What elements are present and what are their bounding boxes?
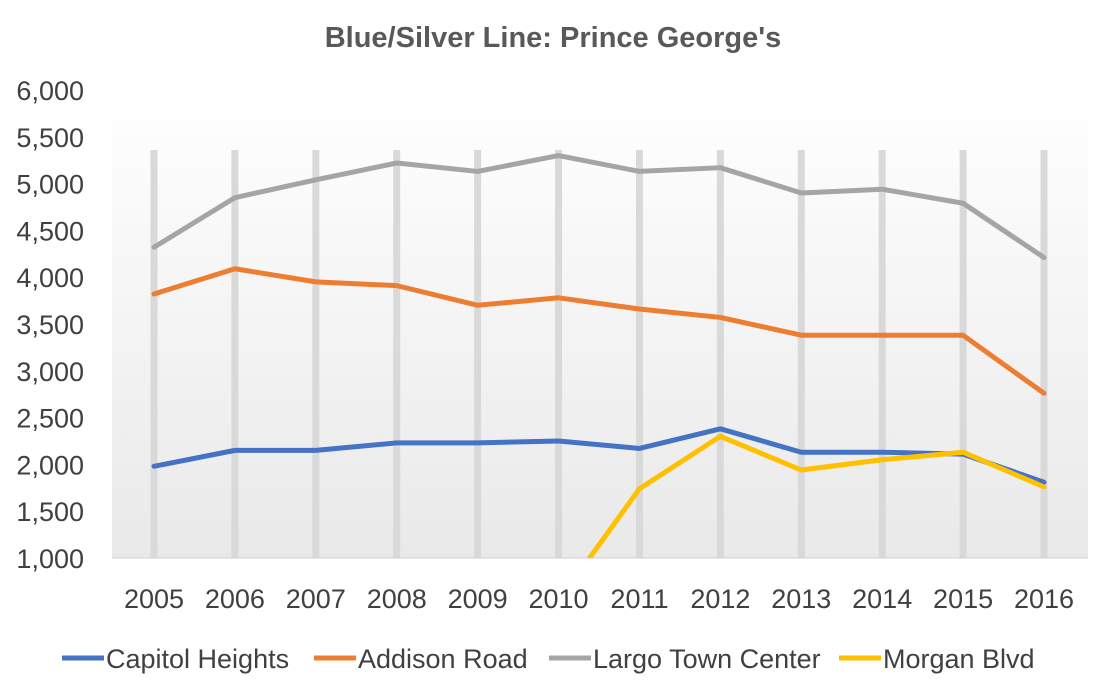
x-tick-label: 2010 [529,584,589,614]
series-line-morgan-blvd [586,433,1047,558]
series-line-capitol-heights [151,426,1047,485]
x-tick-label: 2012 [690,584,750,614]
y-tick-label: 6,000 [16,76,84,106]
y-tick-label: 5,500 [16,123,84,153]
series-line-addison-road [151,266,1047,396]
x-tick-label: 2005 [124,584,184,614]
x-tick-label: 2014 [852,584,912,614]
legend-label: Largo Town Center [593,644,821,674]
x-tick-label: 2006 [205,584,265,614]
x-tick-label: 2008 [367,584,427,614]
x-tick-label: 2015 [933,584,993,614]
series-lines [151,153,1047,558]
legend: Capitol Heights Addison Road Largo Town Ce… [62,644,1035,674]
x-tick-label: 2011 [610,584,668,614]
y-axis-tick-labels: 1,000 1,500 2,000 2,500 3,000 3,500 4,000 4,500… [16,76,84,574]
y-tick-label: 5,000 [16,170,84,200]
x-tick-label: 2016 [1014,584,1074,614]
chart-title: Blue/Silver Line: Prince George's [325,22,782,54]
legend-label: Addison Road [358,644,528,674]
y-tick-label: 4,500 [16,216,84,246]
y-tick-label: 1,500 [16,497,84,527]
y-tick-label: 1,000 [16,544,84,574]
y-tick-label: 2,000 [16,450,84,480]
y-tick-label: 3,500 [16,310,84,340]
x-tick-label: 2009 [448,584,508,614]
plot-area [112,90,1088,558]
legend-label: Morgan Blvd [883,644,1035,674]
y-tick-label: 3,000 [16,357,84,387]
grid-lines [112,150,1088,559]
y-tick-label: 2,500 [16,404,84,434]
y-tick-label: 4,000 [16,263,84,293]
series-line-largo-town-center [151,153,1047,261]
legend-label: Capitol Heights [106,644,289,674]
x-tick-label: 2007 [286,584,346,614]
x-tick-label: 2013 [771,584,831,614]
x-axis-tick-labels: 2005 2006 2007 2008 2009 2010 2011 2012 2013 2014… [124,584,1074,614]
